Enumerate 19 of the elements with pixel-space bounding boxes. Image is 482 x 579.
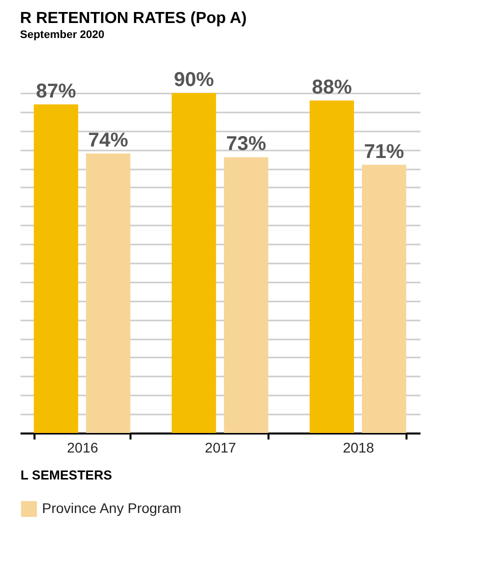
bar <box>172 93 216 433</box>
chart-subtitle: September 2020 <box>20 29 104 41</box>
x-tick-label: 2018 <box>342 440 374 456</box>
data-label: 73% <box>226 133 266 156</box>
legend-label: Province Any Program <box>42 500 182 516</box>
bar <box>310 100 354 433</box>
x-axis-title: L SEMESTERS <box>20 468 112 482</box>
data-label: 87% <box>36 80 76 102</box>
data-label: 90% <box>174 69 214 91</box>
data-label: 71% <box>364 140 404 163</box>
bar <box>224 157 268 433</box>
data-label: 74% <box>88 129 128 152</box>
chart-title: R RETENTION RATES (Pop A) <box>20 10 247 27</box>
data-label: 88% <box>312 76 352 99</box>
x-tick-label: 2017 <box>204 440 236 456</box>
x-tick-label: 2016 <box>66 440 98 456</box>
bar <box>34 104 78 433</box>
bar <box>362 164 406 433</box>
bar <box>86 153 130 433</box>
